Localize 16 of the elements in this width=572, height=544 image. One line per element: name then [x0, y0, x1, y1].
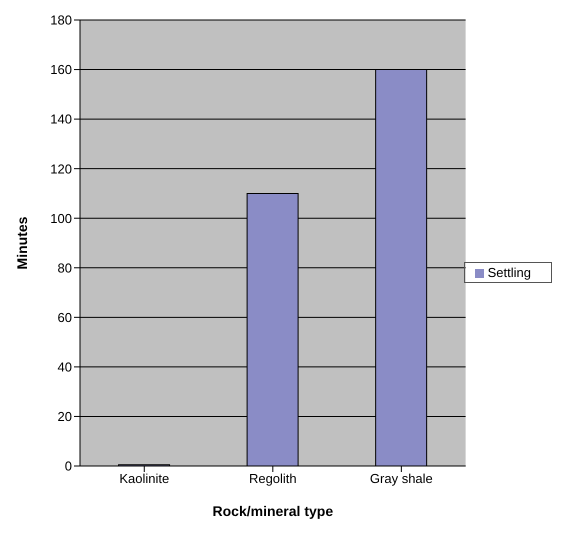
legend-label: Settling: [488, 264, 531, 280]
y-tick-label: 0: [64, 458, 72, 474]
x-tick-label: Gray shale: [370, 471, 433, 486]
y-tick-label: 40: [58, 360, 72, 375]
x-tick-label: Regolith: [248, 471, 297, 486]
y-tick-label: 120: [50, 161, 72, 176]
y-tick-label: 100: [50, 210, 72, 226]
y-tick-label: 60: [58, 310, 72, 325]
x-axis-title: Rock/mineral type: [212, 503, 334, 519]
y-tick-label: 80: [58, 260, 72, 276]
y-tick-label: 140: [50, 112, 72, 127]
x-tick-label: Kaolinite: [119, 471, 170, 486]
y-tick-label: 20: [58, 409, 72, 424]
y-tick-label: 180: [50, 12, 72, 28]
y-axis-title: Minutes: [14, 216, 30, 270]
y-tick-label: 160: [50, 62, 72, 78]
